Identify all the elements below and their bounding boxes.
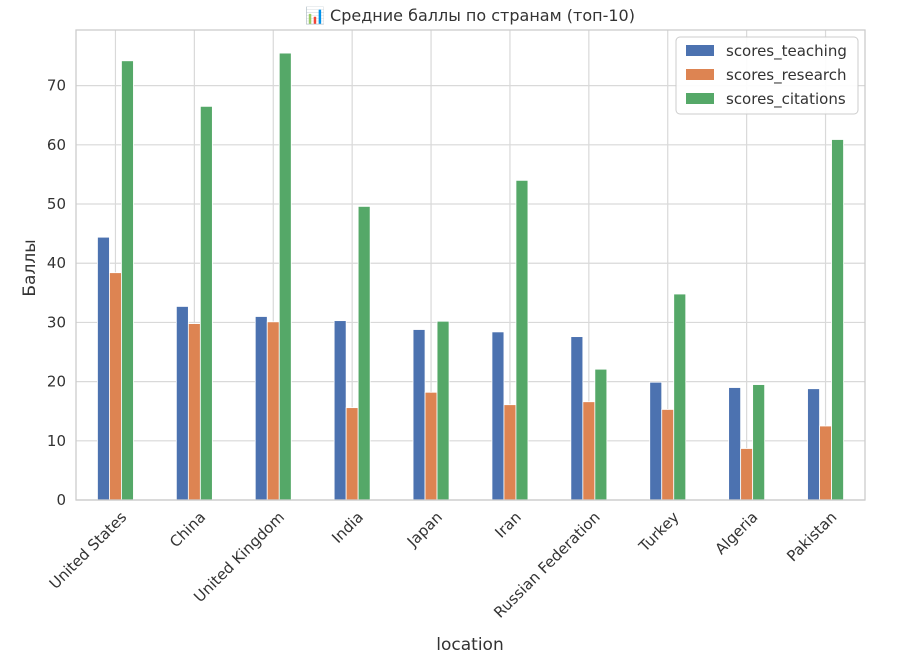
x-tick-label: China [166, 508, 209, 551]
bar-scores-citations [357, 205, 371, 501]
x-tick-label: India [328, 508, 367, 547]
legend-box [675, 36, 859, 115]
y-axis-label: Баллы [20, 239, 40, 296]
bar-scores-research [187, 323, 201, 501]
legend-swatch [686, 45, 714, 56]
bar-scores-teaching [412, 329, 426, 501]
plot-frame [75, 29, 866, 501]
y-tick-label: 20 [47, 373, 66, 391]
legend-swatch [686, 93, 714, 104]
bar-scores-research [819, 425, 832, 501]
bar-scores-teaching [254, 316, 268, 501]
bar-scores-research [582, 401, 596, 501]
bar-scores-teaching [728, 387, 742, 501]
bar-scores-citations [121, 60, 134, 501]
bar-scores-teaching [807, 388, 820, 501]
bar-scores-research [503, 404, 517, 501]
x-tick-label: Algeria [711, 508, 761, 558]
bar-scores-citations [436, 320, 450, 501]
legend: scores_teaching scores_research scores_cit… [675, 36, 859, 115]
y-tick-label: 50 [47, 195, 66, 213]
x-tick-label: Iran [491, 508, 524, 541]
y-axis-ticks: 0 10 20 30 40 50 60 70 [47, 77, 66, 509]
x-tick-label: Japan [403, 508, 446, 551]
bar-scores-citations [594, 368, 608, 501]
bar-scores-citations [752, 384, 766, 501]
bar-scores-citations [831, 139, 844, 501]
legend-label: scores_teaching [726, 42, 847, 61]
chart-title: 📊 Средние баллы по странам (топ-10) [305, 6, 635, 25]
bar-scores-teaching [649, 381, 663, 501]
bar-scores-research [424, 391, 438, 501]
y-tick-label: 40 [47, 254, 66, 272]
x-tick-label: Pakistan [783, 508, 840, 565]
y-tick-label: 60 [47, 136, 66, 154]
y-tick-label: 30 [47, 313, 66, 331]
plot-border [75, 29, 866, 501]
bar-scores-research [266, 321, 280, 501]
bar-scores-research [740, 448, 754, 501]
bar-scores-citations [278, 52, 292, 501]
legend-label: scores_research [726, 66, 847, 85]
y-tick-label: 0 [56, 491, 66, 509]
legend-swatch [686, 69, 714, 80]
bar-scores-teaching [333, 320, 347, 501]
x-tick-label: United States [46, 508, 131, 593]
bar-scores-research [661, 409, 675, 501]
legend-items: scores_teaching scores_research scores_cit… [686, 42, 847, 109]
x-tick-label: Turkey [635, 508, 683, 556]
bar-scores-teaching [491, 331, 505, 501]
bar-scores-citations [515, 179, 529, 501]
x-axis-label: location [436, 635, 503, 655]
bar-scores-teaching [570, 336, 584, 501]
bar-scores-teaching [97, 236, 110, 501]
y-tick-label: 70 [47, 77, 66, 95]
legend-label: scores_citations [726, 90, 846, 109]
bar-scores-research [109, 272, 122, 501]
bar-scores-teaching [175, 306, 189, 501]
bar-scores-research [345, 407, 359, 501]
y-tick-label: 10 [47, 432, 66, 450]
bar-scores-citations [673, 293, 687, 501]
bar-scores-citations [199, 105, 213, 501]
